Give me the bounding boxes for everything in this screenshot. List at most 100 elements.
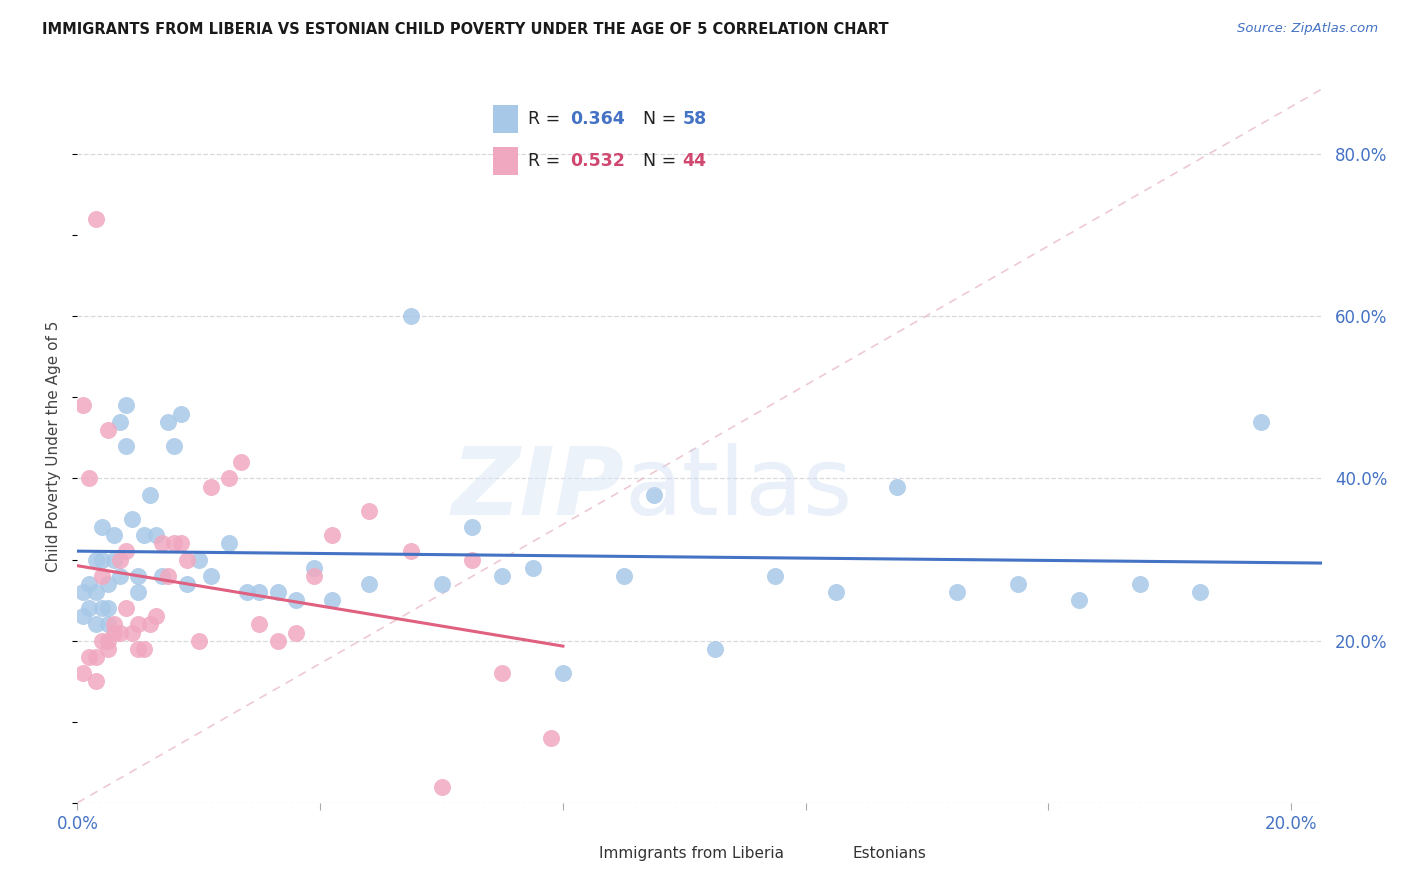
Point	[90, 601, 112, 615]
Point	[461, 552, 484, 566]
Point	[399, 310, 422, 324]
Point	[79, 601, 101, 615]
Point	[461, 520, 484, 534]
Point	[121, 625, 143, 640]
FancyBboxPatch shape	[494, 105, 517, 133]
Point	[825, 585, 848, 599]
Point	[169, 407, 191, 421]
Text: IMMIGRANTS FROM LIBERIA VS ESTONIAN CHILD POVERTY UNDER THE AGE OF 5 CORRELATION: IMMIGRANTS FROM LIBERIA VS ESTONIAN CHIL…	[42, 22, 889, 37]
Point	[108, 415, 131, 429]
Text: 58: 58	[682, 110, 707, 128]
Point	[84, 674, 107, 689]
Point	[946, 585, 969, 599]
Point	[72, 609, 94, 624]
Point	[236, 585, 259, 599]
Point	[157, 415, 180, 429]
Point	[551, 666, 574, 681]
Text: 0.532: 0.532	[569, 153, 624, 170]
Y-axis label: Child Poverty Under the Age of 5: Child Poverty Under the Age of 5	[46, 320, 62, 572]
Point	[127, 617, 149, 632]
Point	[145, 528, 167, 542]
Point	[763, 568, 786, 582]
Point	[97, 423, 120, 437]
Point	[491, 666, 513, 681]
Point	[399, 544, 422, 558]
Point	[187, 552, 209, 566]
Point	[187, 633, 209, 648]
Point	[97, 633, 120, 648]
Text: Immigrants from Liberia: Immigrants from Liberia	[599, 847, 785, 861]
Point	[302, 568, 325, 582]
Point	[321, 593, 343, 607]
Text: Estonians: Estonians	[852, 847, 927, 861]
Point	[491, 568, 513, 582]
Text: N =: N =	[643, 153, 682, 170]
Point	[1067, 593, 1090, 607]
Point	[97, 641, 120, 656]
Point	[127, 585, 149, 599]
Point	[145, 609, 167, 624]
Point	[218, 536, 240, 550]
Point	[139, 488, 162, 502]
Point	[266, 585, 288, 599]
Point	[84, 649, 107, 664]
Point	[321, 528, 343, 542]
Point	[430, 780, 453, 794]
Point	[90, 633, 112, 648]
Point	[249, 617, 271, 632]
Point	[79, 471, 101, 485]
Text: atlas: atlas	[624, 442, 853, 535]
Point	[132, 641, 155, 656]
Point	[72, 585, 94, 599]
Point	[90, 552, 112, 566]
Point	[103, 528, 125, 542]
Point	[176, 552, 198, 566]
Point	[643, 488, 665, 502]
Point	[79, 577, 101, 591]
Point	[103, 552, 125, 566]
Point	[84, 211, 107, 226]
Point	[103, 617, 125, 632]
Point	[176, 577, 198, 591]
Point	[886, 479, 908, 493]
Point	[79, 649, 101, 664]
Point	[522, 560, 544, 574]
Point	[115, 439, 138, 453]
Point	[1007, 577, 1029, 591]
Point	[132, 528, 155, 542]
Point	[231, 455, 253, 469]
Point	[218, 471, 240, 485]
Text: Source: ZipAtlas.com: Source: ZipAtlas.com	[1237, 22, 1378, 36]
Text: 44: 44	[682, 153, 706, 170]
Point	[121, 512, 143, 526]
Point	[139, 617, 162, 632]
Point	[90, 568, 112, 582]
Point	[1128, 577, 1150, 591]
Text: 0.364: 0.364	[569, 110, 624, 128]
Point	[97, 617, 120, 632]
Point	[150, 536, 173, 550]
Point	[115, 601, 138, 615]
Point	[1189, 585, 1212, 599]
Point	[163, 439, 186, 453]
Point	[284, 593, 307, 607]
Point	[108, 568, 131, 582]
Point	[127, 641, 149, 656]
Point	[84, 552, 107, 566]
Point	[103, 625, 125, 640]
Point	[357, 577, 380, 591]
Point	[249, 585, 271, 599]
Point	[157, 568, 180, 582]
Text: R =: R =	[527, 153, 565, 170]
Point	[150, 568, 173, 582]
Point	[97, 601, 120, 615]
Point	[127, 568, 149, 582]
Point	[108, 552, 131, 566]
Point	[284, 625, 307, 640]
Point	[72, 666, 94, 681]
Text: R =: R =	[527, 110, 565, 128]
Point	[163, 536, 186, 550]
Point	[430, 577, 453, 591]
Point	[357, 504, 380, 518]
Point	[200, 479, 222, 493]
